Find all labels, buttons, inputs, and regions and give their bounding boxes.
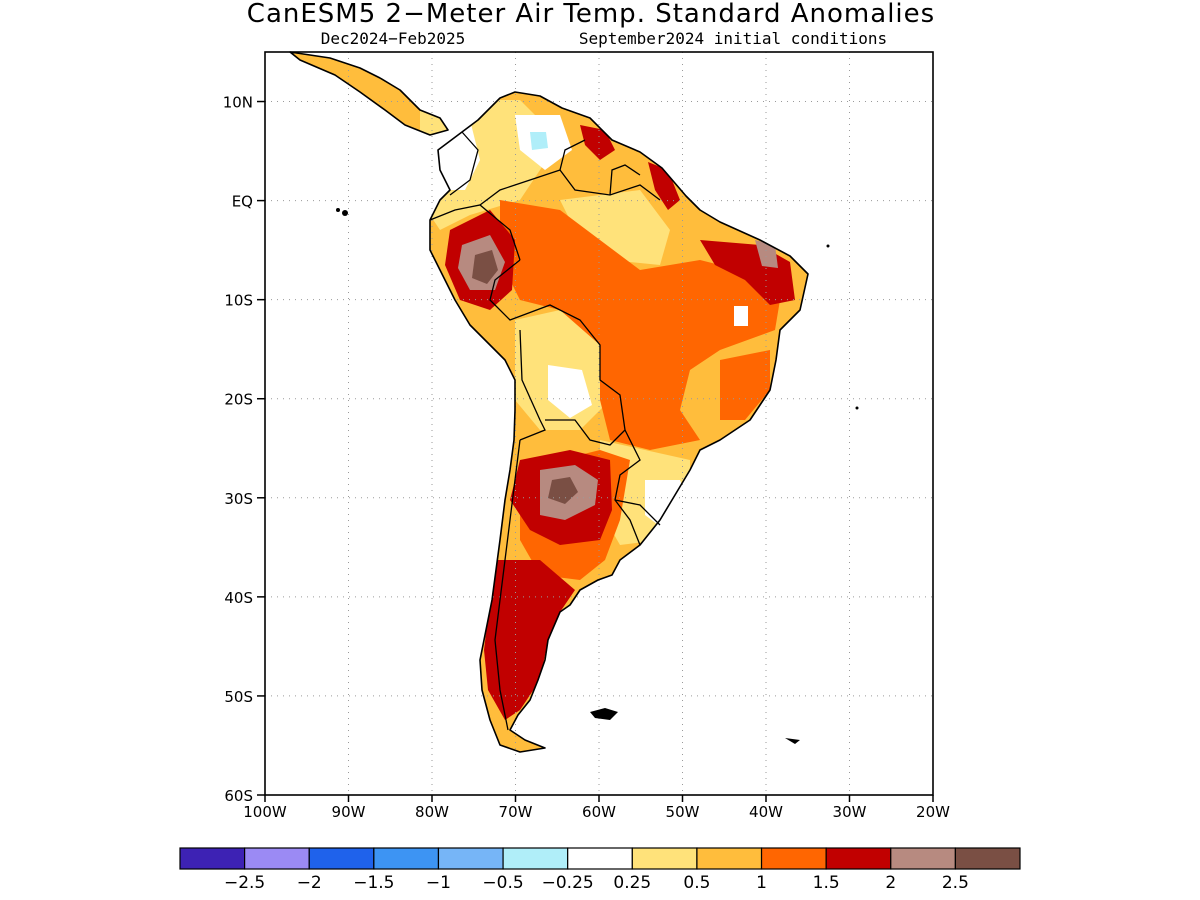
legend-swatch xyxy=(825,847,892,870)
border-line xyxy=(479,169,661,206)
border-line xyxy=(519,329,546,441)
border-line xyxy=(559,139,586,171)
lat-tick-label: EQ xyxy=(232,193,253,211)
lon-tick-label: 30W xyxy=(833,803,867,821)
lat-tick-label: 60S xyxy=(224,787,253,805)
island-falklands xyxy=(590,708,618,720)
legend-swatch xyxy=(890,847,956,870)
chart-title: CanESM5 2−Meter Air Temp. Standard Anoma… xyxy=(247,0,935,29)
anomaly-fill-pale xyxy=(560,190,670,265)
border-line xyxy=(614,429,641,546)
anomaly-fill-red xyxy=(484,560,575,720)
lon-tick-label: 20W xyxy=(916,803,950,821)
legend-label: 2 xyxy=(885,873,896,893)
border-line xyxy=(609,164,641,196)
legend-label: −0.5 xyxy=(482,873,523,893)
anomaly-fill-orange xyxy=(720,350,770,420)
border-line xyxy=(489,259,626,446)
lon-tick-label: 70W xyxy=(499,803,533,821)
chart-subtitle-period: Dec2024−Feb2025 xyxy=(321,29,466,48)
legend-swatch xyxy=(437,847,504,870)
lat-tick-label: 10N xyxy=(223,94,253,112)
lat-tick-label: 30S xyxy=(224,490,253,508)
legend-swatch xyxy=(502,847,569,870)
legend-label: −1 xyxy=(426,873,451,893)
lon-tick-label: 60W xyxy=(582,803,616,821)
border-line xyxy=(614,499,661,526)
anomaly-fill-brown-dark xyxy=(472,250,498,284)
island-galapagos xyxy=(342,210,348,216)
anomaly-fill-orange xyxy=(500,200,780,450)
legend-swatch xyxy=(760,847,827,870)
legend-swatch xyxy=(373,847,440,870)
legend-label: 1 xyxy=(756,873,767,893)
lat-tick-label: 50S xyxy=(224,688,253,706)
latitude-axis: 10N EQ 10S 20S 30S 40S 50S 60S xyxy=(223,94,265,805)
lon-tick-label: 100W xyxy=(243,803,287,821)
anomaly-fill-white xyxy=(734,306,748,326)
anomaly-fill-lightblue xyxy=(530,132,548,150)
legend-label: −2.5 xyxy=(224,873,265,893)
island-fernando xyxy=(826,244,830,248)
lon-tick-label: 50W xyxy=(666,803,700,821)
islands xyxy=(336,208,859,744)
legend-swatch xyxy=(954,847,1021,870)
lon-tick-label: 90W xyxy=(332,803,366,821)
legend-swatch xyxy=(696,847,763,870)
legend-swatch xyxy=(179,847,246,870)
island-trindade xyxy=(855,406,859,410)
anomaly-fill-white xyxy=(548,365,592,418)
island-south-georgia xyxy=(785,738,800,744)
anomaly-fill-red xyxy=(648,162,680,210)
legend-swatch xyxy=(244,847,310,870)
longitude-axis: 100W 90W 80W 70W 60W 50W 40W 30W 20W xyxy=(243,795,950,821)
lat-tick-label: 20S xyxy=(224,391,253,409)
lon-tick-label: 40W xyxy=(749,803,783,821)
legend-label: −2 xyxy=(297,873,322,893)
legend-swatch xyxy=(308,847,375,870)
legend-label: 0.25 xyxy=(613,873,651,893)
lon-tick-label: 80W xyxy=(415,803,449,821)
legend-swatch xyxy=(631,847,698,870)
border-line xyxy=(449,131,479,196)
legend-label: 0.5 xyxy=(683,873,710,893)
anomaly-fill-brown-dark xyxy=(548,477,578,504)
island-galapagos xyxy=(336,208,340,212)
lat-tick-label: 10S xyxy=(224,292,253,310)
legend-label: 1.5 xyxy=(813,873,840,893)
color-legend: −2.5 −2 −1.5 −1 −0.5 −0.25 0.25 0.5 1 1.5 2 2.5 xyxy=(179,847,1021,893)
border-line xyxy=(494,439,521,731)
legend-label: −1.5 xyxy=(353,873,394,893)
country-borders xyxy=(429,131,661,731)
legend-label: −0.25 xyxy=(542,873,594,893)
legend-label: 2.5 xyxy=(942,873,969,893)
chart-subtitle-initial-conditions: September2024 initial conditions xyxy=(579,29,887,48)
legend-swatch xyxy=(567,847,633,870)
lat-tick-label: 40S xyxy=(224,589,253,607)
